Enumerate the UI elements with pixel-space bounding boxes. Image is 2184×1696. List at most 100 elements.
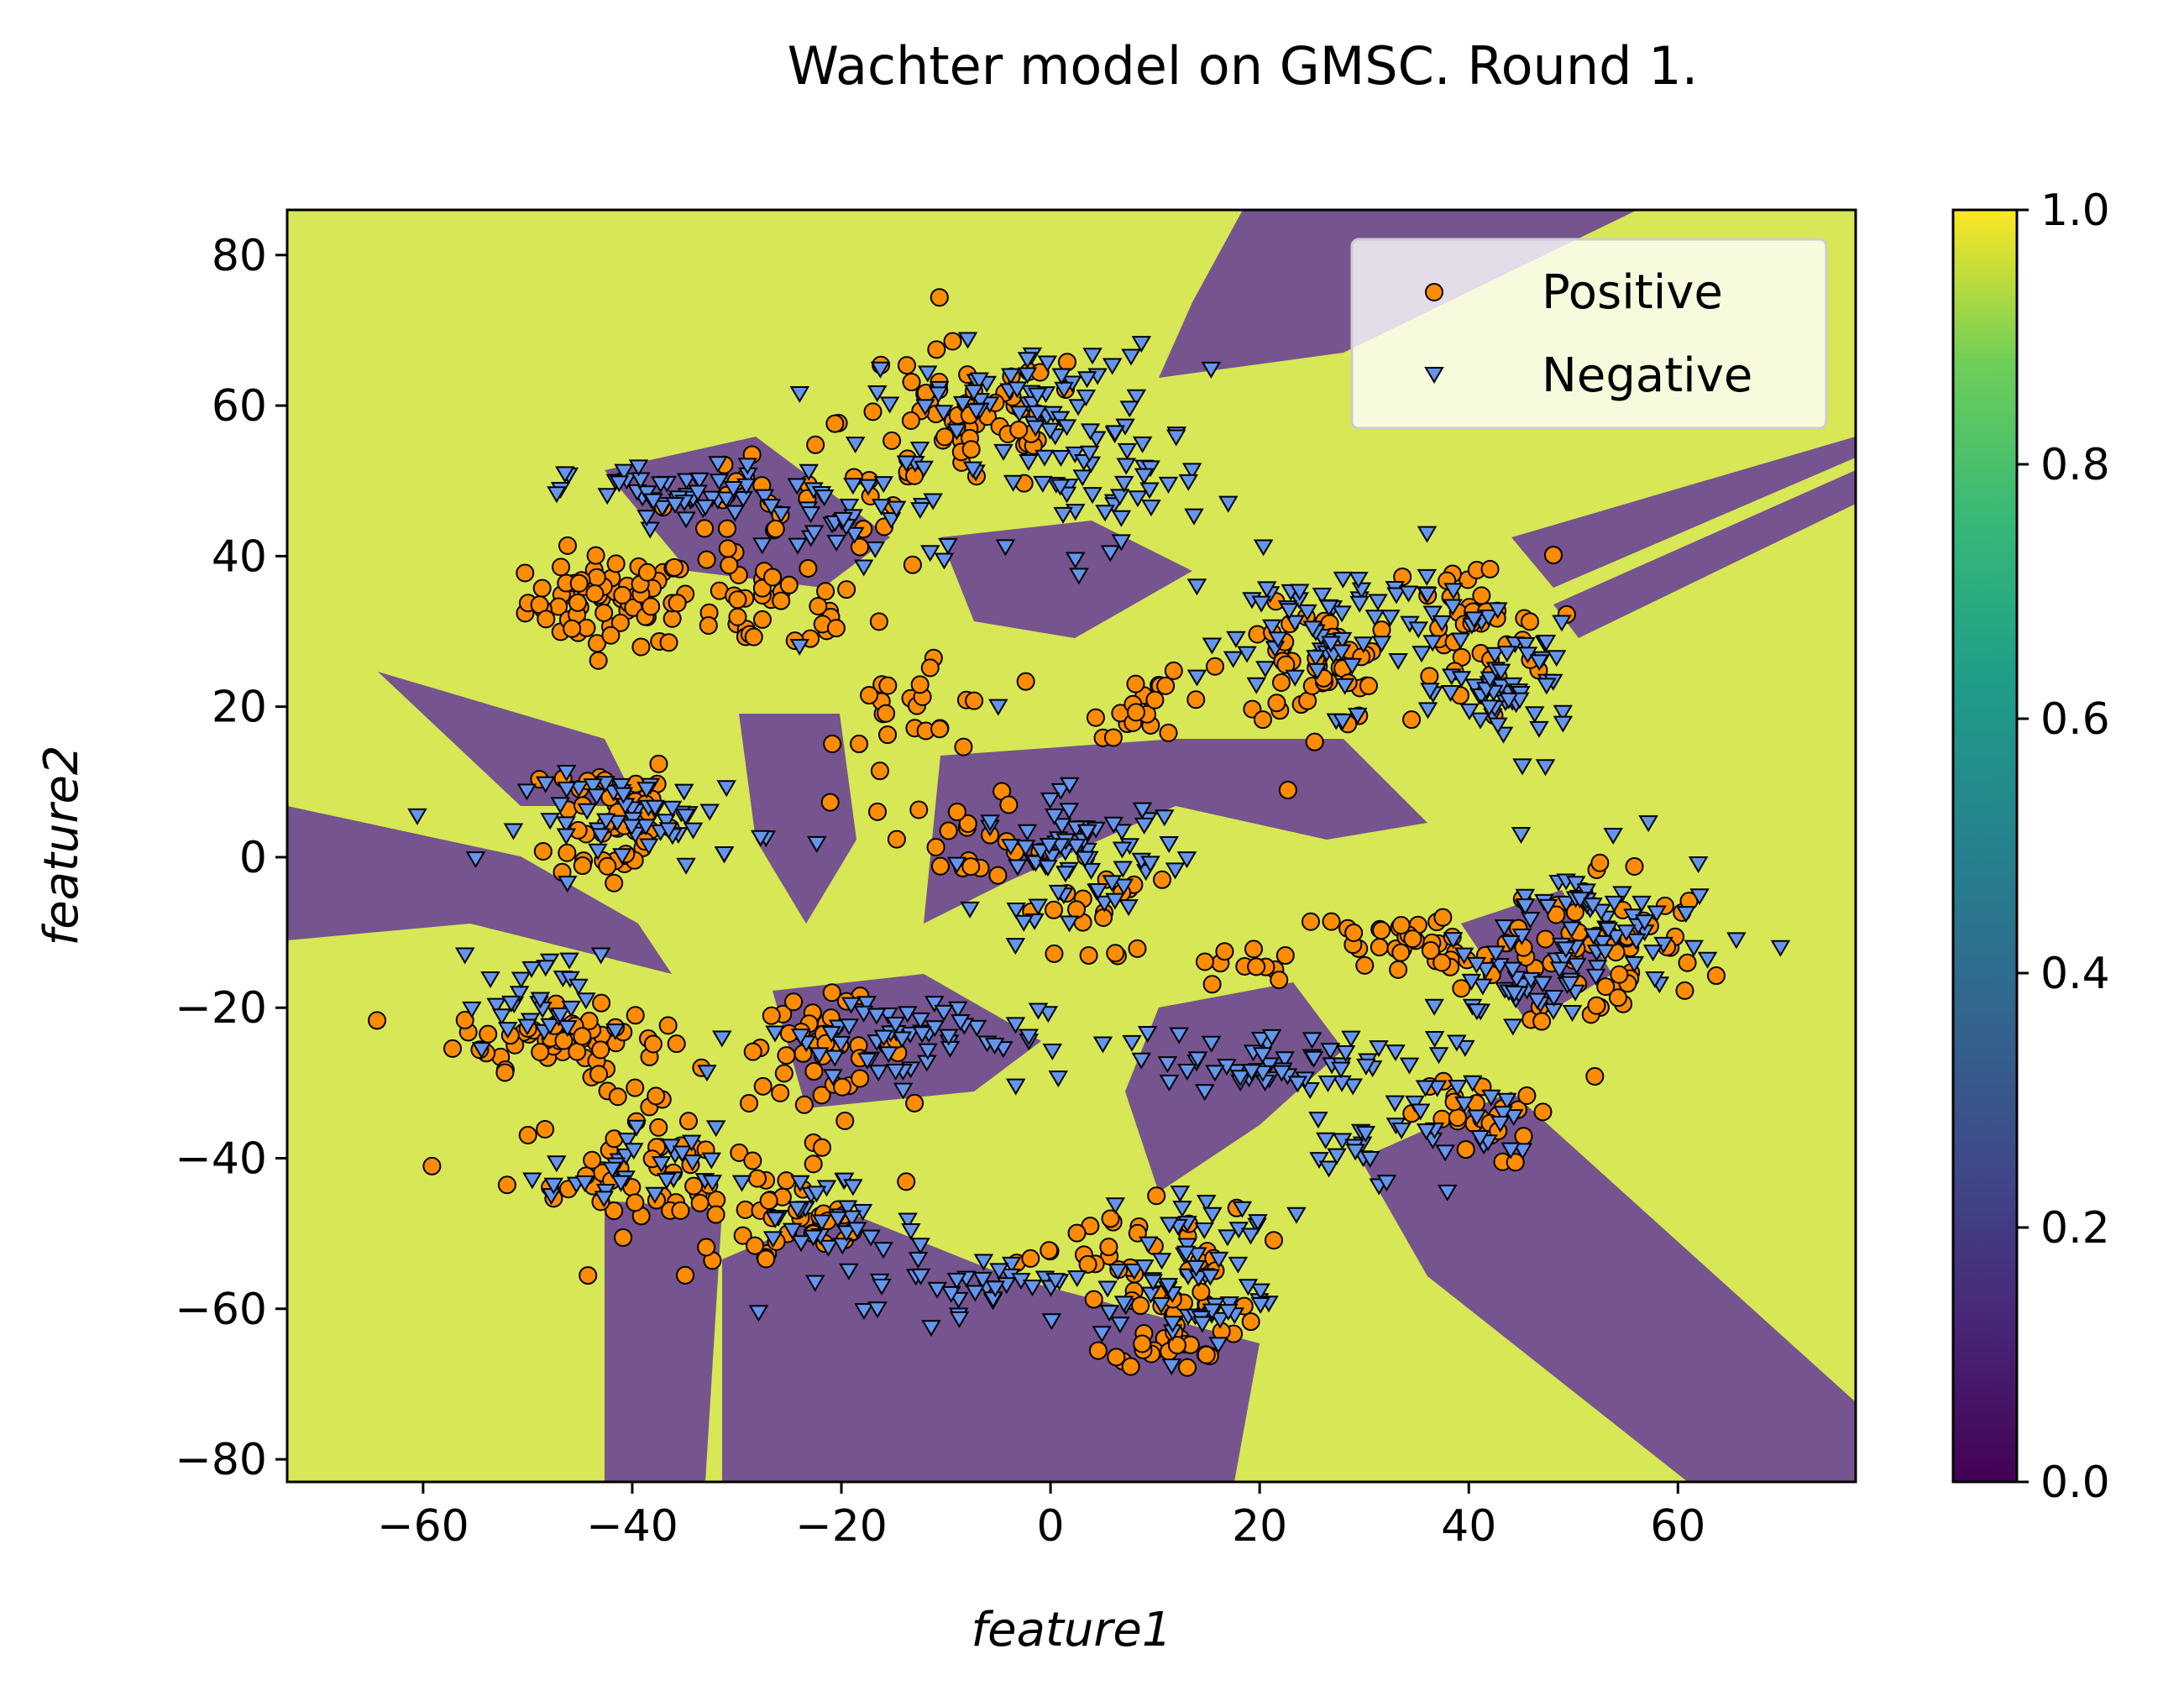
point-negative bbox=[1092, 1326, 1112, 1343]
point-negative bbox=[716, 780, 736, 798]
point-negative bbox=[1109, 489, 1130, 506]
point-negative bbox=[1448, 1080, 1468, 1097]
point-positive bbox=[649, 1118, 668, 1137]
point-negative bbox=[617, 1133, 637, 1150]
point-negative bbox=[960, 901, 980, 919]
point-positive bbox=[573, 1027, 592, 1046]
point-negative bbox=[1443, 583, 1464, 600]
point-negative bbox=[1353, 636, 1374, 654]
point-negative bbox=[1459, 703, 1480, 720]
x-tick-label: 20 bbox=[1232, 1501, 1287, 1552]
point-negative bbox=[535, 776, 556, 793]
point-negative bbox=[1475, 961, 1496, 979]
point-negative bbox=[962, 461, 983, 479]
point-negative bbox=[540, 813, 560, 830]
point-negative bbox=[1537, 678, 1557, 695]
point-negative bbox=[750, 830, 771, 847]
point-negative bbox=[1511, 827, 1532, 845]
point-negative bbox=[1515, 888, 1536, 906]
point-negative bbox=[1131, 1052, 1152, 1070]
point-negative bbox=[800, 506, 821, 524]
point-negative bbox=[1186, 1259, 1207, 1277]
point-positive bbox=[422, 1156, 442, 1175]
point-negative bbox=[818, 1239, 839, 1257]
point-positive bbox=[626, 1193, 645, 1212]
point-positive bbox=[552, 557, 571, 577]
point-positive bbox=[926, 837, 945, 856]
point-negative bbox=[1140, 1286, 1161, 1304]
point-positive bbox=[1359, 676, 1379, 695]
point-positive bbox=[1107, 1348, 1126, 1367]
point-negative bbox=[1250, 1032, 1271, 1050]
point-positive bbox=[1159, 723, 1178, 742]
point-positive bbox=[728, 607, 747, 626]
point-negative bbox=[912, 1026, 932, 1044]
point-positive bbox=[1675, 981, 1694, 1000]
point-negative bbox=[788, 537, 808, 555]
point-negative bbox=[1116, 458, 1136, 475]
point-negative bbox=[941, 1285, 961, 1303]
point-positive bbox=[592, 993, 611, 1013]
point-negative bbox=[676, 857, 696, 875]
point-positive bbox=[591, 1040, 610, 1060]
point-positive bbox=[1480, 559, 1500, 578]
point-positive bbox=[851, 1069, 870, 1088]
point-negative bbox=[407, 808, 427, 825]
point-negative bbox=[1205, 1065, 1225, 1082]
point-positive bbox=[920, 658, 940, 678]
point-negative bbox=[543, 1177, 564, 1195]
point-positive bbox=[647, 1086, 666, 1106]
y-axis-label: feature2 bbox=[34, 745, 89, 945]
point-negative bbox=[465, 851, 486, 869]
point-negative bbox=[1515, 898, 1536, 916]
point-negative bbox=[1303, 1050, 1324, 1068]
point-negative bbox=[1119, 400, 1140, 418]
point-negative bbox=[966, 403, 987, 421]
point-negative bbox=[1121, 348, 1141, 366]
chart-title: Wachter model on GMSC. Round 1. bbox=[788, 35, 1699, 97]
point-negative bbox=[1416, 1123, 1437, 1141]
point-negative bbox=[558, 1020, 578, 1038]
point-negative bbox=[1380, 610, 1401, 627]
point-negative bbox=[1186, 669, 1207, 687]
point-positive bbox=[532, 578, 552, 598]
point-negative bbox=[536, 960, 556, 977]
point-positive bbox=[587, 568, 606, 587]
point-negative bbox=[1485, 945, 1506, 963]
point-positive bbox=[1678, 953, 1697, 972]
point-negative bbox=[547, 1155, 567, 1173]
point-negative bbox=[845, 437, 866, 454]
point-negative bbox=[1176, 851, 1197, 869]
point-negative bbox=[556, 765, 577, 783]
point-negative bbox=[886, 500, 907, 518]
point-negative bbox=[1250, 1283, 1270, 1301]
point-negative bbox=[1286, 1207, 1307, 1224]
point-positive bbox=[1402, 710, 1422, 730]
x-axis-label: feature1 bbox=[971, 1603, 1171, 1657]
point-negative bbox=[1095, 505, 1115, 522]
point-negative bbox=[594, 1191, 615, 1208]
point-negative bbox=[995, 539, 1016, 557]
point-negative bbox=[1543, 990, 1564, 1008]
point-negative bbox=[1616, 924, 1637, 942]
point-negative bbox=[1408, 621, 1428, 639]
point-positive bbox=[585, 584, 605, 604]
point-positive bbox=[1016, 672, 1035, 691]
y-tick-label: −20 bbox=[175, 983, 267, 1034]
point-positive bbox=[1045, 944, 1064, 963]
point-negative bbox=[702, 490, 722, 508]
colorbar: 0.0 0.2 0.4 0.6 0.8 1.0 bbox=[1951, 186, 2110, 1508]
point-positive bbox=[659, 633, 678, 652]
point-negative bbox=[908, 1251, 929, 1269]
point-negative bbox=[503, 823, 524, 840]
point-positive bbox=[1186, 690, 1206, 709]
point-negative bbox=[1676, 906, 1696, 924]
y-axis: −80 −60 −40 −20 0 20 40 60 80 bbox=[175, 231, 287, 1485]
point-negative bbox=[1009, 406, 1029, 423]
point-negative bbox=[771, 506, 791, 524]
point-negative bbox=[830, 1035, 851, 1053]
point-negative bbox=[1481, 1089, 1501, 1107]
point-negative bbox=[1110, 1316, 1130, 1334]
point-negative bbox=[791, 1235, 811, 1253]
point-negative bbox=[1238, 1279, 1259, 1296]
